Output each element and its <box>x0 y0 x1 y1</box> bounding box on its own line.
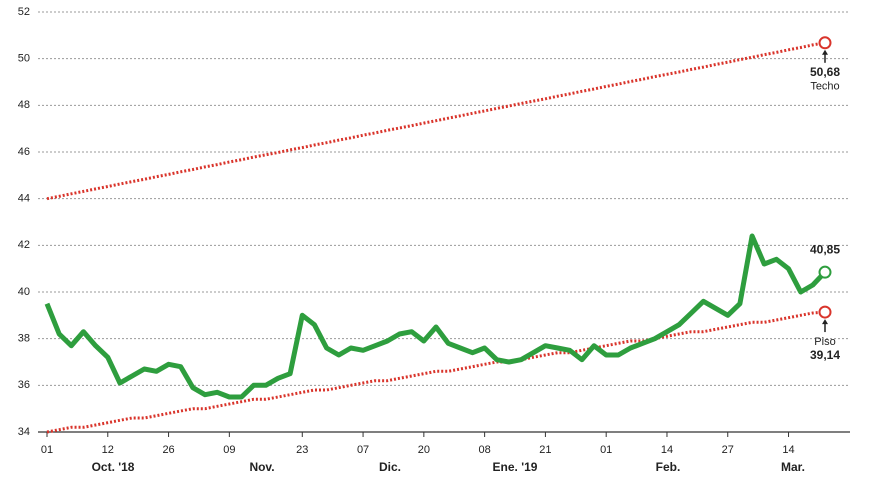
y-tick-label: 48 <box>18 99 30 111</box>
x-tick-label: 09 <box>223 444 235 456</box>
x-tick-label: 01 <box>41 444 53 456</box>
end-point <box>818 305 832 319</box>
x-tick-label: 01 <box>600 444 612 456</box>
x-tick-label: 14 <box>782 444 794 456</box>
month-label: Nov. <box>249 460 274 474</box>
y-tick-label: 34 <box>18 426 30 438</box>
month-label: Dic. <box>379 460 401 474</box>
x-tick-label: 08 <box>479 444 491 456</box>
series-label: Piso <box>814 336 835 348</box>
series-line <box>46 310 826 434</box>
x-tick-label: 23 <box>296 444 308 456</box>
x-tick-label: 12 <box>102 444 114 456</box>
x-tick-label: 07 <box>357 444 369 456</box>
y-tick-label: 42 <box>18 239 30 251</box>
y-tick-label: 38 <box>18 333 30 345</box>
y-tick-label: 52 <box>18 6 30 18</box>
arrow-head <box>822 319 828 325</box>
value-label: 39,14 <box>810 348 840 362</box>
y-tick-label: 50 <box>18 53 30 65</box>
y-tick-label: 46 <box>18 146 30 158</box>
series-line <box>46 41 826 201</box>
end-point <box>818 36 832 50</box>
end-point <box>818 265 832 279</box>
y-tick-label: 44 <box>18 193 30 205</box>
month-label: Ene. '19 <box>493 460 538 474</box>
month-label: Mar. <box>781 460 805 474</box>
value-label: 40,85 <box>810 242 840 256</box>
x-tick-label: 27 <box>722 444 734 456</box>
month-label: Oct. '18 <box>92 460 135 474</box>
x-tick-label: 21 <box>539 444 551 456</box>
month-label: Feb. <box>656 460 681 474</box>
series-line <box>44 233 827 400</box>
y-tick-label: 36 <box>18 379 30 391</box>
value-label: 50,68 <box>810 65 840 79</box>
arrow-head <box>822 49 828 55</box>
series-label: Techo <box>810 81 839 93</box>
x-tick-label: 14 <box>661 444 673 456</box>
y-tick-label: 40 <box>18 286 30 298</box>
x-tick-label: 26 <box>162 444 174 456</box>
x-tick-label: 20 <box>418 444 430 456</box>
